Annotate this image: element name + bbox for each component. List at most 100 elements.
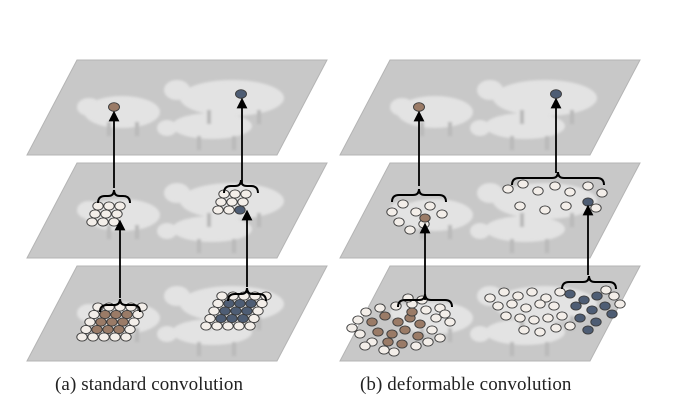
sampling-point [564, 321, 576, 331]
sampling-point [406, 307, 418, 317]
sampling-point [102, 324, 114, 335]
sampling-point [520, 303, 532, 313]
plane-surface [26, 265, 328, 362]
sampling-point [518, 325, 530, 335]
sampling-point [352, 315, 364, 325]
sampling-point [528, 315, 540, 325]
sampling-point [80, 324, 92, 335]
sampling-point [117, 317, 129, 327]
plane-surface [26, 162, 328, 259]
standard-convolution-panel [26, 59, 328, 362]
sampling-point [354, 329, 366, 339]
sampling-point [223, 205, 235, 215]
sheep-silhouettes [77, 80, 284, 150]
sampling-point [608, 291, 620, 301]
plane-surface [26, 59, 328, 156]
sampling-point [95, 317, 107, 327]
image-plane-a-top [26, 59, 328, 156]
sampling-point [506, 299, 518, 309]
sampling-point [113, 324, 125, 335]
sampling-point [532, 186, 544, 196]
plane-surface [339, 59, 641, 156]
sampling-point [396, 339, 408, 349]
sampling-point [596, 188, 608, 198]
sampling-point [526, 287, 538, 297]
sampling-point [399, 325, 411, 335]
bracket [511, 171, 605, 186]
sampling-point [556, 311, 568, 321]
sampling-point [212, 205, 224, 215]
sampling-point [414, 319, 426, 329]
sampling-point [388, 347, 400, 357]
sampling-point [392, 317, 404, 327]
sampling-point [233, 321, 245, 331]
sampling-point [200, 321, 212, 331]
sampling-point [382, 337, 394, 347]
sampling-point [111, 209, 123, 219]
sampling-point [226, 197, 238, 207]
sampling-point [128, 317, 140, 327]
image-plane-b-top [339, 59, 641, 156]
sampling-point [110, 309, 122, 320]
sampling-point [92, 201, 104, 211]
sampling-point [219, 306, 231, 316]
sampling-point [614, 299, 626, 309]
sampling-point [229, 189, 241, 199]
sampling-point [256, 298, 268, 309]
sampling-point [570, 301, 582, 311]
sampling-point [514, 201, 526, 211]
sampling-point [234, 298, 246, 309]
sampling-point [410, 341, 422, 351]
sampling-point [578, 295, 590, 305]
sampling-point [492, 301, 504, 311]
bracket [99, 298, 141, 313]
sampling-point [215, 313, 227, 324]
sampling-point [226, 313, 238, 324]
sampling-point [582, 197, 594, 207]
sampling-point [222, 321, 234, 331]
sampling-point [132, 309, 144, 320]
sampling-point [426, 325, 438, 335]
sampling-point [540, 293, 552, 303]
sampling-point [378, 345, 390, 355]
sampling-point [484, 293, 496, 303]
deformable-convolution-panel [339, 59, 641, 362]
bracket [561, 275, 617, 290]
sampling-point [606, 309, 618, 319]
caption-standard-convolution: (a) standard convolution [55, 374, 244, 395]
sampling-point [410, 207, 422, 217]
sampling-point [590, 317, 602, 327]
sampling-point [245, 298, 257, 309]
sampling-point [100, 209, 112, 219]
bracket [227, 287, 267, 302]
sampling-point [502, 184, 514, 194]
sampling-point [534, 299, 546, 309]
sampling-point [413, 102, 425, 112]
sampling-point [108, 217, 120, 227]
sampling-point [590, 203, 602, 213]
sampling-point [404, 225, 416, 235]
sampling-point [230, 306, 242, 316]
sampling-point [244, 321, 256, 331]
sampling-point [574, 313, 586, 323]
sampling-point [372, 327, 384, 337]
sampling-point [248, 313, 260, 324]
sampling-point [582, 181, 594, 191]
bracket [223, 179, 259, 194]
sampling-point [550, 89, 562, 99]
sampling-point [582, 325, 594, 335]
sampling-point [560, 201, 572, 211]
sampling-point [124, 324, 136, 335]
sampling-point [89, 209, 101, 219]
sampling-point [234, 205, 246, 215]
sampling-point [379, 311, 391, 321]
sampling-point [120, 332, 132, 342]
sampling-point [359, 341, 371, 351]
sampling-point [548, 301, 560, 311]
sampling-point [500, 311, 512, 321]
caption-deformable-convolution: (b) deformable convolution [360, 374, 572, 395]
sampling-point [550, 323, 562, 333]
sampling-point [114, 201, 126, 211]
sampling-point [212, 298, 224, 309]
sampling-point [109, 332, 121, 342]
